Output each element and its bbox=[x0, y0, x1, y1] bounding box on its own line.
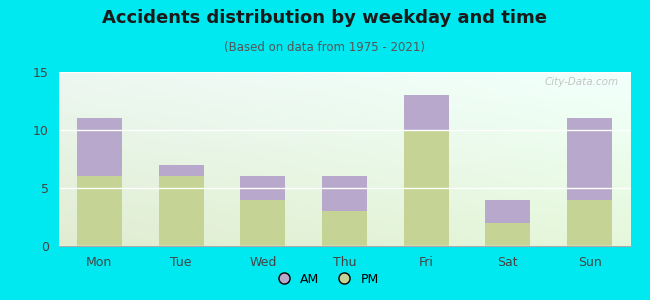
Text: City-Data.com: City-Data.com bbox=[545, 77, 619, 87]
Bar bbox=[404, 130, 448, 246]
Bar bbox=[567, 118, 612, 200]
Text: Accidents distribution by weekday and time: Accidents distribution by weekday and ti… bbox=[103, 9, 547, 27]
Bar bbox=[404, 95, 448, 130]
Bar bbox=[567, 200, 612, 246]
Bar bbox=[322, 176, 367, 211]
Bar bbox=[77, 118, 122, 176]
Bar bbox=[240, 200, 285, 246]
Bar bbox=[486, 223, 530, 246]
Bar bbox=[486, 200, 530, 223]
Text: (Based on data from 1975 - 2021): (Based on data from 1975 - 2021) bbox=[224, 40, 426, 53]
Bar bbox=[159, 165, 203, 176]
Bar bbox=[159, 176, 203, 246]
Bar bbox=[77, 176, 122, 246]
Bar bbox=[240, 176, 285, 200]
Legend: AM, PM: AM, PM bbox=[266, 268, 384, 291]
Bar bbox=[322, 211, 367, 246]
